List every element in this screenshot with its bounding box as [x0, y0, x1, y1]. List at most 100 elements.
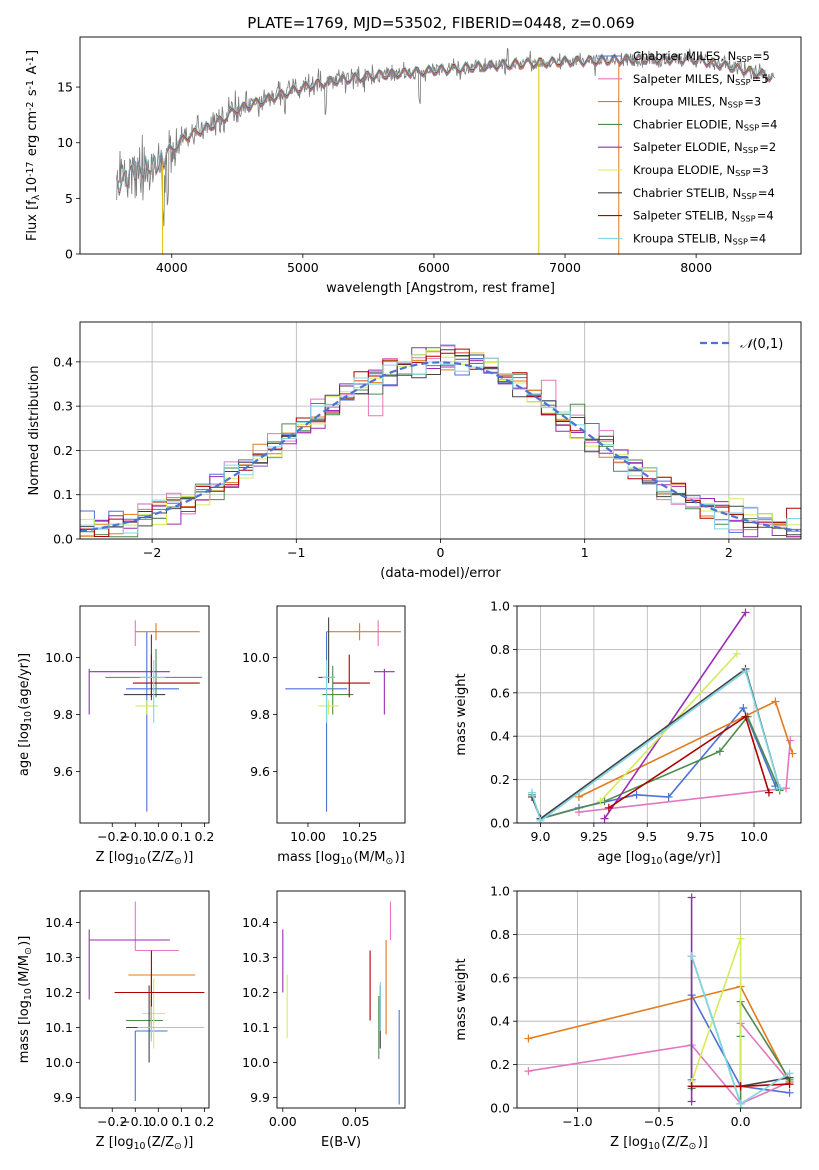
- mass-weight-line-7: [608, 715, 770, 809]
- mass-weight-marker: [574, 792, 583, 801]
- residual-histogram-step: [80, 344, 801, 538]
- mass-weight-marker: [741, 608, 750, 617]
- residuals-ylabel: Normed distribution: [27, 366, 42, 496]
- massweight-vs-age-xtick-label: 9.0: [531, 829, 551, 844]
- spectrum-plot-area: [116, 47, 776, 254]
- residuals-ytick-label: 0.2: [53, 443, 73, 458]
- mass-vs-Z-plot-area: [88, 901, 205, 1101]
- mass-weight-marker: [764, 788, 773, 797]
- spectrum-xtick-label: 4000: [156, 260, 188, 275]
- legend-entry-1: Salpeter MILES, NSSP =5: [633, 72, 769, 87]
- spectrum-axes-frame: [79, 36, 802, 255]
- mass-weight-marker: [785, 1088, 794, 1097]
- age-vs-mass-plot-area: [285, 617, 401, 812]
- figure-title: PLATE=1769, MJD=53502, FIBERID=0448, z=0…: [247, 14, 634, 32]
- mass-vs-Z-xtick-label: 0.0: [148, 1114, 168, 1129]
- age-vs-mass-xlabel: mass [log10 (M/M⊙ )]: [277, 850, 405, 867]
- legend-entry-0: Chabrier MILES, NSSP =5: [633, 49, 770, 64]
- mass-weight-marker: [574, 808, 583, 817]
- legend-entry-6: Chabrier STELIB, NSSP =4: [633, 186, 775, 201]
- residuals-ytick-label: 0.0: [53, 532, 73, 547]
- mass-vs-Z-xtick-label: −0.1: [120, 1114, 150, 1129]
- mass-vs-ebv-axes-frame: [276, 890, 406, 1109]
- mass-vs-Z-ytick-label: 10.4: [45, 915, 73, 930]
- mass-weight-line-4: [603, 612, 747, 820]
- mass-weight-marker: [736, 1099, 745, 1108]
- spectrum-ytick-label: 10: [57, 135, 73, 150]
- mass-weight-marker: [741, 712, 750, 721]
- mass-weight-marker: [785, 1069, 794, 1078]
- age-vs-Z-ytick-label: 9.8: [53, 707, 73, 722]
- mass-weight-marker: [785, 1080, 794, 1089]
- massweight-vs-age-plot-area: [527, 608, 797, 823]
- mass-vs-Z-ytick-label: 9.9: [53, 1090, 73, 1105]
- residuals-xtick-label: −1: [287, 545, 305, 560]
- residuals-ytick-label: 0.1: [53, 487, 73, 502]
- massweight-vs-Z-plot-area: [524, 893, 794, 1108]
- massweight-vs-Z-ytick-label: 0.4: [490, 1014, 510, 1029]
- mass-weight-marker: [687, 952, 696, 961]
- massweight-vs-age-xtick-label: 9.75: [687, 829, 715, 844]
- mass-weight-marker: [687, 893, 696, 902]
- massweight-vs-Z-xtick-label: 0.0: [731, 1114, 751, 1129]
- mass-weight-marker: [775, 784, 784, 793]
- mass-vs-Z-xtick-label: −0.2: [97, 1114, 127, 1129]
- mass-vs-ebv-plot-area: [282, 901, 400, 1105]
- massweight-vs-Z-xlabel: Z [log10 (Z/Z⊙ )]: [610, 1135, 708, 1152]
- spectrum-ytick-label: 0: [65, 247, 73, 262]
- massweight-vs-Z-ytick-label: 0.2: [490, 1057, 510, 1072]
- massweight-vs-Z-ylabel: mass weight: [454, 958, 469, 1040]
- residuals-xtick-label: −2: [143, 545, 161, 560]
- mass-vs-ebv-ytick-label: 10.4: [242, 915, 270, 930]
- mass-vs-ebv-ytick-label: 9.9: [250, 1090, 270, 1105]
- massweight-vs-age-ytick-label: 0.8: [490, 642, 510, 657]
- mass-weight-marker: [527, 788, 536, 797]
- mass-weight-marker: [741, 667, 750, 676]
- age-vs-Z-plot-area: [88, 620, 203, 812]
- age-vs-mass-xtick-label: 10.00: [290, 829, 326, 844]
- residuals-xtick-label: 2: [725, 545, 733, 560]
- mass-weight-marker: [687, 1082, 696, 1091]
- massweight-vs-Z-ytick-label: 0.6: [490, 970, 510, 985]
- spectrum-xtick-label: 7000: [549, 260, 581, 275]
- age-vs-mass-ytick-label: 9.8: [250, 707, 270, 722]
- mass-vs-Z-axes-frame: [79, 890, 210, 1109]
- age-vs-Z-xtick-label: −0.1: [120, 829, 150, 844]
- spectrum-xlabel: wavelength [Angstrom, rest frame]: [326, 281, 555, 296]
- spectrum-ytick-label: 15: [57, 80, 73, 95]
- mass-vs-Z-ylabel: mass [log10 (M/M⊙ )]: [17, 936, 34, 1064]
- massweight-vs-age-ytick-label: 0.4: [490, 729, 510, 744]
- age-vs-Z-xtick-label: 0.2: [194, 829, 214, 844]
- massweight-vs-age-ytick-label: 0.6: [490, 685, 510, 700]
- mass-weight-marker: [739, 703, 748, 712]
- massweight-vs-age-xtick-label: 9.5: [637, 829, 657, 844]
- mass-weight-marker: [536, 816, 545, 823]
- residuals-ytick-label: 0.4: [53, 354, 73, 369]
- massweight-vs-Z-xtick-label: −1.0: [562, 1114, 592, 1129]
- mass-weight-marker: [788, 749, 797, 758]
- massweight-vs-Z-ytick-label: 1.0: [490, 884, 510, 899]
- model-fit-line: [116, 52, 773, 193]
- mass-weight-marker: [664, 792, 673, 801]
- residual-histogram-step: [80, 349, 801, 538]
- residuals-ytick-label: 0.3: [53, 399, 73, 414]
- age-vs-Z-ylabel: age [log10 (age/yr)]: [17, 653, 34, 776]
- mass-vs-Z-ytick-label: 10.3: [45, 950, 73, 965]
- massweight-vs-age-ytick-label: 0.0: [490, 816, 510, 831]
- mass-weight-marker: [524, 1067, 533, 1076]
- massweight-vs-age-ytick-label: 0.2: [490, 772, 510, 787]
- residuals-xtick-label: 1: [581, 545, 589, 560]
- residual-histogram-step: [80, 348, 801, 537]
- spectrum-xtick-label: 6000: [418, 260, 450, 275]
- mass-weight-line-0: [540, 706, 777, 820]
- massweight-vs-age-xtick-label: 9.25: [580, 829, 608, 844]
- age-vs-Z-xtick-label: 0.0: [148, 829, 168, 844]
- age-vs-Z-xlabel: Z [log10 (Z/Z⊙ )]: [96, 850, 194, 867]
- spectrum-ylabel: Flux [fλ 10-17 erg cm-2 s-1 A-1 ]: [25, 50, 42, 241]
- residuals-xtick-label: 0: [437, 545, 445, 560]
- mass-vs-Z-ytick-label: 10.1: [45, 1020, 73, 1035]
- legend-entry-7: Salpeter STELIB, NSSP =4: [633, 209, 774, 224]
- massweight-vs-Z-axes-frame: [516, 890, 802, 1109]
- mass-weight-marker: [524, 1034, 533, 1043]
